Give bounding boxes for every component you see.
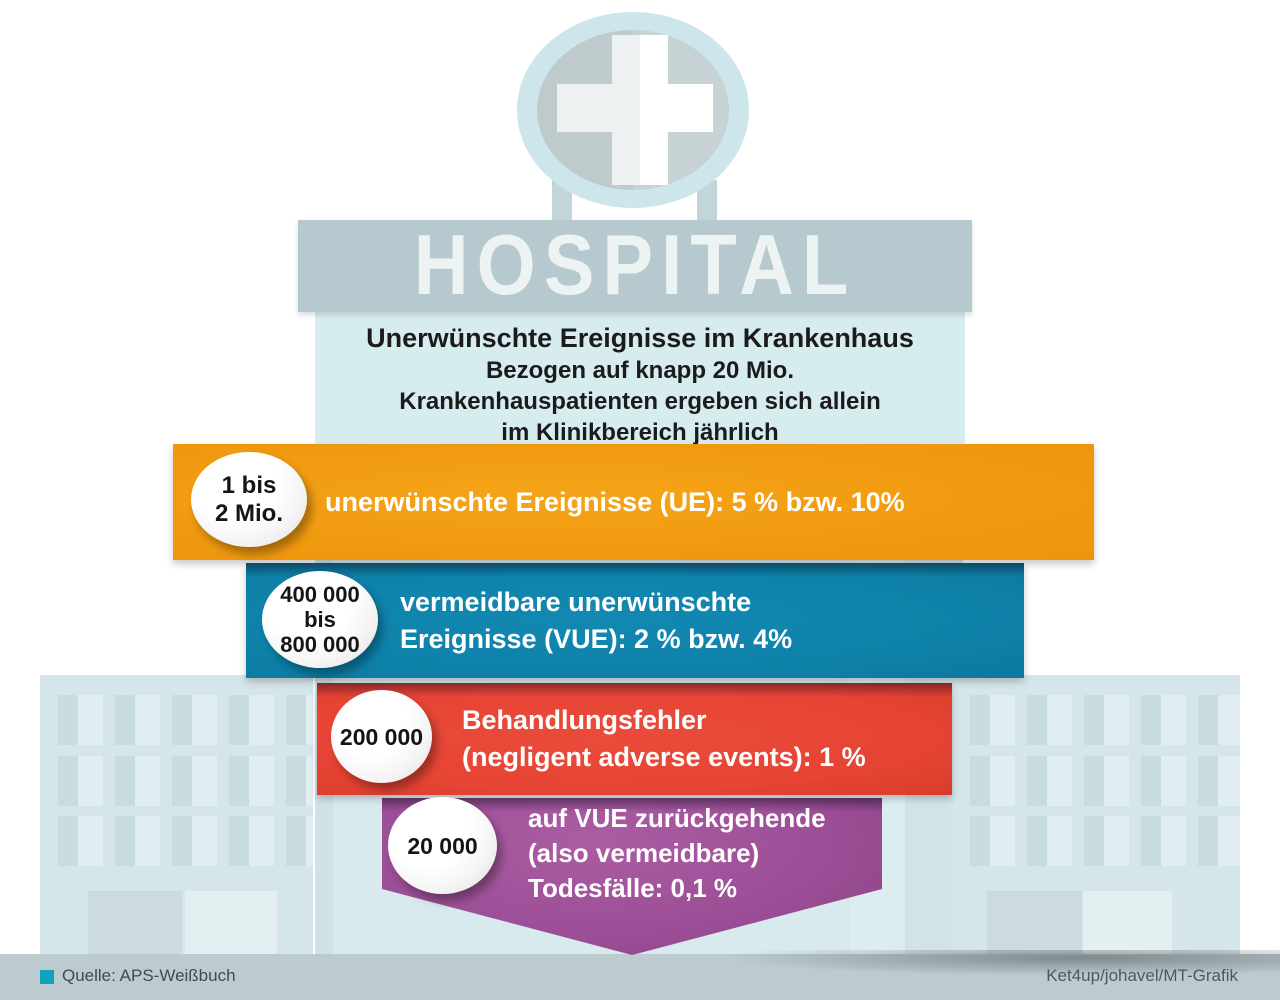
value-badge: 400 000 bis 800 000 <box>262 571 378 668</box>
hospital-sign-text: HOSPITAL <box>413 217 857 314</box>
door <box>88 891 182 954</box>
badge-line: 800 000 <box>280 632 360 657</box>
subtitle-line: im Klinikbereich jährlich <box>501 419 779 446</box>
cross-oval-inner <box>537 30 729 190</box>
source-color-square-icon <box>40 970 54 984</box>
value-badge: 1 bis 2 Mio. <box>191 452 307 547</box>
door <box>1083 891 1172 954</box>
badge-line: 1 bis <box>221 471 277 499</box>
window-row <box>58 816 313 866</box>
bar-label: vermeidbare unerwünschte Ereignisse (VUE… <box>400 563 792 678</box>
bar-label-line: (also vermeidbare) <box>528 837 760 868</box>
bar-label: Behandlungsfehler (negligent adverse eve… <box>462 683 866 795</box>
bar-label: unerwünschte Ereignisse (UE): 5 % bzw. 1… <box>325 444 905 560</box>
badge-line: 2 Mio. <box>214 499 283 527</box>
footer-bar: Quelle: APS-Weißbuch Ket4up/johavel/MT-G… <box>0 950 1280 1000</box>
window-row <box>58 695 313 745</box>
source-text: Quelle: APS-Weißbuch <box>62 966 236 985</box>
bar-label-line: Behandlungsfehler <box>462 705 707 735</box>
door <box>987 891 1082 954</box>
hospital-cross-icon <box>517 12 749 208</box>
window-row <box>58 756 313 806</box>
window-row <box>970 756 1240 806</box>
badge-line: bis <box>304 607 336 632</box>
bar-label-line: auf VUE zurückgehende <box>528 802 826 833</box>
bar-label-line: unerwünschte Ereignisse (UE): 5 % bzw. 1… <box>325 487 905 517</box>
bar-label: auf VUE zurückgehende (also vermeidbare)… <box>528 798 826 908</box>
hospital-sign-banner: HOSPITAL <box>298 220 972 312</box>
window-row <box>970 695 1240 745</box>
page-title: Unerwünschte Ereignisse im Krankenhaus <box>366 323 914 353</box>
hospital-wing-right <box>953 675 1240 954</box>
bar-label-line: (negligent adverse events): 1 % <box>462 742 866 772</box>
window-row <box>970 816 1240 866</box>
bar-label-line: Ereignisse (VUE): 2 % bzw. 4% <box>400 623 793 654</box>
badge-line: 200 000 <box>339 723 424 750</box>
credit-text: Ket4up/johavel/MT-Grafik <box>1046 966 1238 985</box>
bar-label-line: Todesfälle: 0,1 % <box>528 872 738 903</box>
sign-pole-right <box>697 180 717 222</box>
badge-line: 400 000 <box>280 582 360 607</box>
value-badge: 20 000 <box>388 797 497 894</box>
subtitle-line: Bezogen auf knapp 20 Mio. <box>485 357 795 384</box>
funnel-bar-ue <box>173 444 1094 560</box>
footer-shadow <box>720 950 1280 976</box>
hospital-wing-left <box>40 675 313 954</box>
door <box>185 891 277 954</box>
bar-label-line: vermeidbare unerwünschte <box>400 586 752 617</box>
subtitle-line: Krankenhauspatienten ergeben sich allein <box>399 388 881 415</box>
badge-line: 20 000 <box>407 832 478 859</box>
cross-vertical-arm <box>612 35 668 185</box>
title-block: Unerwünschte Ereignisse im Krankenhaus B… <box>315 312 965 446</box>
value-badge: 200 000 <box>331 690 432 783</box>
